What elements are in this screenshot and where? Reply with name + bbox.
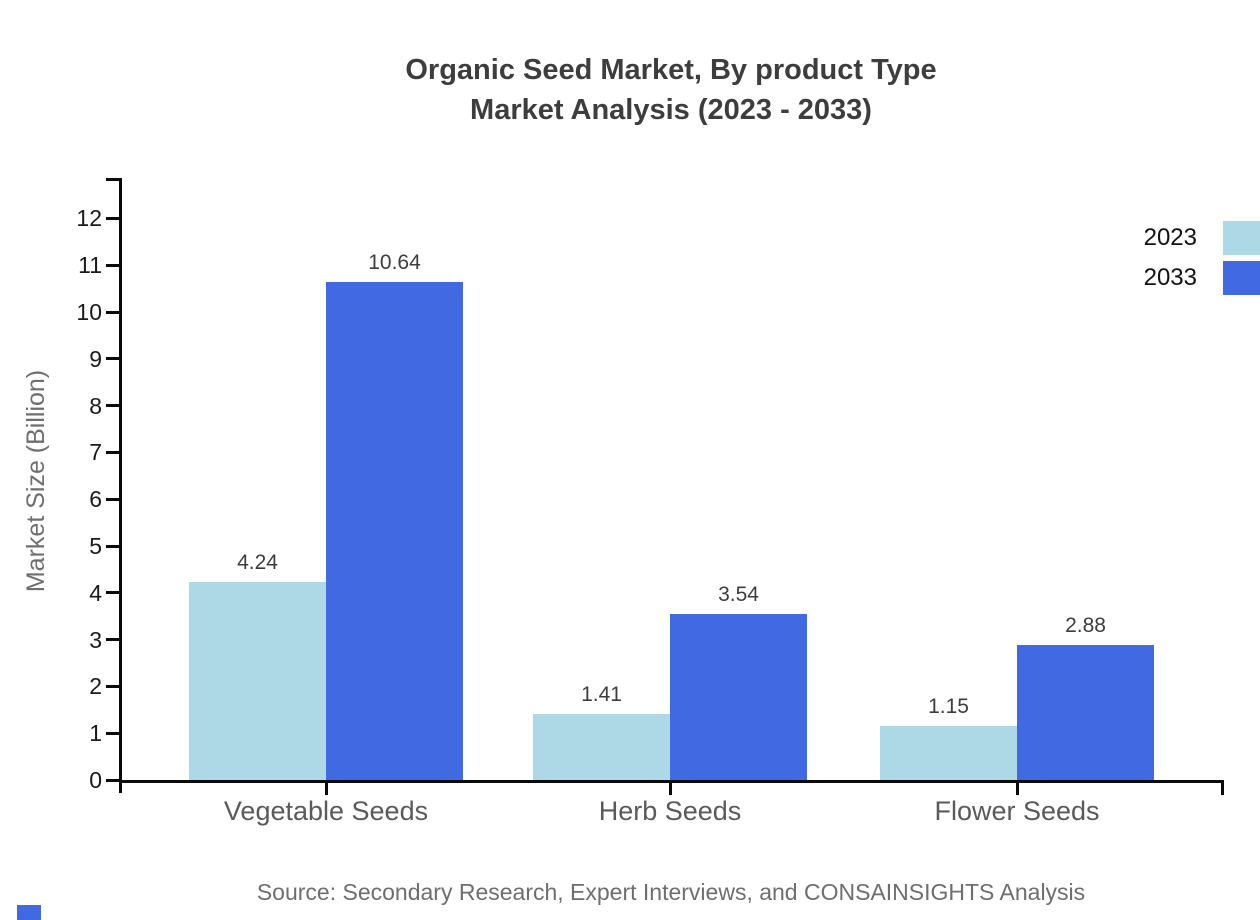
- x-axis-line: [119, 780, 1224, 783]
- chart-title-line1: Organic Seed Market, By product Type: [405, 54, 937, 86]
- x-tick-flower-seeds: [1015, 780, 1019, 795]
- y-tick: [106, 310, 120, 314]
- value-label-2023-flower-seeds: 1.15: [928, 695, 969, 719]
- category-label-vegetable-seeds: Vegetable Seeds: [223, 796, 429, 826]
- value-label-2033-flower-seeds: 2.88: [1065, 614, 1106, 638]
- y-tick-label: 9: [89, 345, 102, 372]
- y-tick: [106, 497, 120, 501]
- value-label-2023-vegetable-seeds: 4.24: [237, 550, 278, 574]
- y-tick-label: 0: [89, 767, 102, 793]
- source-note: Source: Secondary Research, Expert Inter…: [256, 879, 1086, 905]
- bar-2033-vegetable-seeds: [326, 282, 463, 780]
- y-tick: [106, 638, 120, 642]
- y-tick: [106, 357, 120, 361]
- y-tick-label: 3: [89, 626, 102, 653]
- y-tick: [106, 404, 120, 408]
- chart-title-line2: Market Analysis (2023 - 2033): [470, 94, 872, 126]
- chart-title: Organic Seed Market, By product Type Mar…: [78, 50, 1260, 130]
- x-tick-herb-seeds: [668, 780, 672, 795]
- y-tick: [106, 263, 120, 267]
- y-tick: [106, 731, 120, 735]
- bar-2023-flower-seeds: [880, 726, 1017, 780]
- x-tick-vegetable-seeds: [324, 780, 328, 795]
- y-tick-label: 4: [89, 579, 102, 606]
- watermark-mark: [17, 905, 41, 920]
- y-tick-label: 6: [89, 486, 102, 513]
- bar-2023-vegetable-seeds: [189, 581, 326, 780]
- y-tick-label: 2: [89, 673, 102, 700]
- value-label-2033-herb-seeds: 3.54: [718, 583, 759, 607]
- category-label-flower-seeds: Flower Seeds: [934, 796, 1100, 826]
- value-label-2033-vegetable-seeds: 10.64: [368, 251, 421, 275]
- bar-2023-herb-seeds: [533, 714, 670, 780]
- y-tick: [106, 544, 120, 548]
- x-axis-end-tick: [1221, 780, 1224, 795]
- y-tick: [106, 684, 120, 688]
- y-tick-label: 1: [89, 720, 102, 747]
- y-tick: [106, 591, 120, 595]
- y-tick-label: 8: [89, 392, 102, 419]
- category-label-herb-seeds: Herb Seeds: [598, 796, 742, 826]
- y-tick: [106, 450, 120, 454]
- y-tick: [106, 216, 120, 220]
- y-tick-label: 7: [89, 439, 102, 466]
- bar-2033-flower-seeds: [1017, 645, 1154, 780]
- y-tick: [106, 778, 120, 782]
- y-axis-endcap: [106, 178, 120, 181]
- y-tick-label: 5: [89, 533, 102, 559]
- bar-2033-herb-seeds: [670, 614, 807, 780]
- y-tick-label: 12: [76, 205, 102, 232]
- y-tick-label: 11: [78, 252, 102, 279]
- y-axis-line: [119, 178, 122, 793]
- y-tick-label: 10: [76, 299, 102, 325]
- value-label-2023-herb-seeds: 1.41: [581, 683, 622, 706]
